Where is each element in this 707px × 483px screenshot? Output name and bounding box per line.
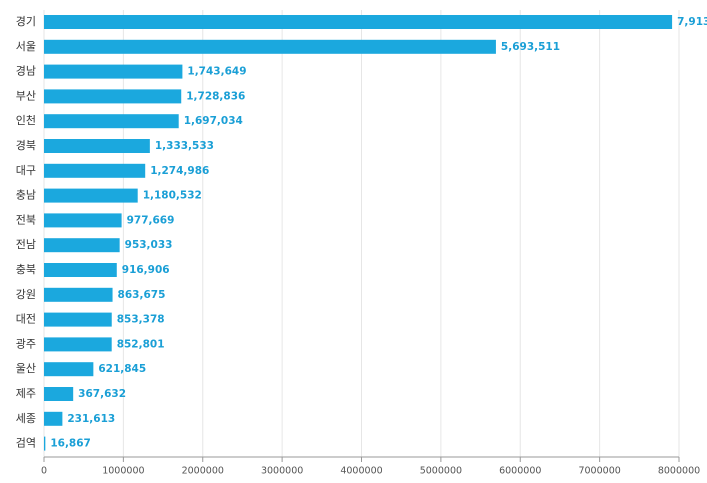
category-label: 부산 (16, 89, 36, 102)
value-label: 16,867 (50, 438, 91, 450)
category-label: 울산 (16, 362, 36, 375)
bar (44, 411, 63, 426)
category-label: 검역 (16, 437, 36, 450)
bar (44, 337, 112, 352)
bar (44, 39, 496, 54)
x-tick-label: 7000000 (578, 466, 620, 477)
bar (44, 213, 122, 228)
category-label: 경남 (16, 65, 36, 78)
x-tick-label: 1000000 (102, 466, 144, 477)
x-tick-label: 6000000 (499, 466, 541, 477)
bar (44, 15, 673, 29)
value-label: 852,801 (117, 338, 165, 350)
value-label: 953,033 (125, 239, 173, 251)
value-label: 863,675 (118, 289, 166, 301)
value-label: 5,693,511 (501, 41, 560, 53)
category-label: 충남 (16, 189, 36, 202)
value-label: 853,378 (117, 314, 165, 326)
value-label: 1,697,034 (184, 115, 243, 127)
value-label: 977,669 (127, 214, 175, 226)
value-label: 1,743,649 (187, 66, 246, 78)
value-label: 367,632 (78, 388, 126, 400)
bar (44, 163, 146, 178)
category-label: 강원 (16, 288, 36, 301)
bar (44, 362, 94, 377)
x-tick-label: 4000000 (340, 466, 382, 477)
value-label: 1,180,532 (143, 190, 202, 202)
category-label: 경북 (16, 139, 36, 152)
value-label: 916,906 (122, 264, 170, 276)
category-label: 경기 (16, 15, 36, 28)
bar (44, 188, 138, 203)
category-label: 제주 (16, 387, 36, 400)
bar (44, 436, 46, 451)
bar (44, 387, 74, 401)
x-tick-label: 2000000 (182, 466, 224, 477)
value-label: 1,274,986 (150, 165, 209, 177)
bar (44, 114, 179, 129)
x-tick-label: 5000000 (420, 466, 462, 477)
x-tick-label: 0 (41, 466, 47, 477)
value-label: 621,845 (98, 363, 146, 375)
category-label: 충북 (16, 263, 36, 276)
bar (44, 89, 182, 104)
category-label: 인천 (16, 113, 36, 127)
bar (44, 139, 150, 153)
category-label: 전북 (16, 213, 36, 226)
value-label: 7,913,000 (677, 16, 707, 28)
category-label: 세종 (16, 412, 36, 425)
category-label: 광주 (16, 337, 36, 350)
x-tick-label: 8000000 (658, 466, 700, 477)
bar (44, 64, 183, 79)
value-label: 1,728,836 (186, 90, 245, 102)
value-label: 1,333,533 (155, 140, 214, 152)
value-label: 231,613 (67, 413, 115, 425)
x-tick-label: 3000000 (261, 466, 303, 477)
bar (44, 312, 112, 327)
bar (44, 287, 113, 302)
category-label: 전남 (16, 238, 36, 251)
category-label: 서울 (16, 40, 36, 53)
category-label: 대구 (16, 164, 36, 177)
bar (44, 263, 117, 277)
category-label: 대전 (16, 313, 36, 326)
bar (44, 238, 120, 253)
